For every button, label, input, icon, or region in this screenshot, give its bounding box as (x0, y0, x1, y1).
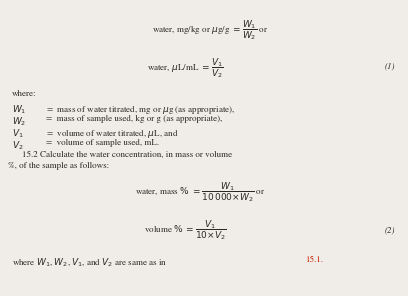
Text: where:: where: (12, 90, 36, 98)
Text: (1): (1) (384, 62, 395, 70)
Text: water, $\mu$L/mL $=\dfrac{V_1}{V_2}$: water, $\mu$L/mL $=\dfrac{V_1}{V_2}$ (147, 56, 223, 80)
Text: (2): (2) (384, 226, 395, 234)
Text: $V_2$: $V_2$ (12, 139, 24, 152)
Text: water, mg/kg or $\mu$g/g $=\dfrac{W_1}{W_2}$ or: water, mg/kg or $\mu$g/g $=\dfrac{W_1}{W… (152, 18, 268, 42)
Text: =  mass of sample used, kg or g (as appropriate),: = mass of sample used, kg or g (as appro… (46, 115, 222, 123)
Text: $W_1$: $W_1$ (12, 103, 27, 115)
Text: $W_2$: $W_2$ (12, 115, 26, 128)
Text: =  volume of sample used, mL.: = volume of sample used, mL. (46, 139, 159, 147)
Text: 15.1.: 15.1. (305, 256, 323, 264)
Text: 15.2 Calculate the water concentration, in mass or volume: 15.2 Calculate the water concentration, … (22, 151, 232, 159)
Text: volume $\%$ $= \dfrac{V_1}{10{\times}V_2}$: volume $\%$ $= \dfrac{V_1}{10{\times}V_2… (144, 218, 226, 242)
Text: $V_1$: $V_1$ (12, 127, 24, 139)
Text: water, mass $\%$ $= \dfrac{W_1}{10\,000{\times}W_2}$ or: water, mass $\%$ $= \dfrac{W_1}{10\,000{… (135, 180, 265, 204)
Text: =  volume of water titrated, $\mu$L, and: = volume of water titrated, $\mu$L, and (46, 127, 178, 140)
Text: where $W_1$, $W_2$, $V_1$, and $V_2$ are same as in: where $W_1$, $W_2$, $V_1$, and $V_2$ are… (12, 256, 167, 268)
Text: =  mass of water titrated, mg or $\mu$g (as appropriate),: = mass of water titrated, mg or $\mu$g (… (46, 103, 235, 116)
Text: %, of the sample as follows:: %, of the sample as follows: (8, 162, 109, 170)
